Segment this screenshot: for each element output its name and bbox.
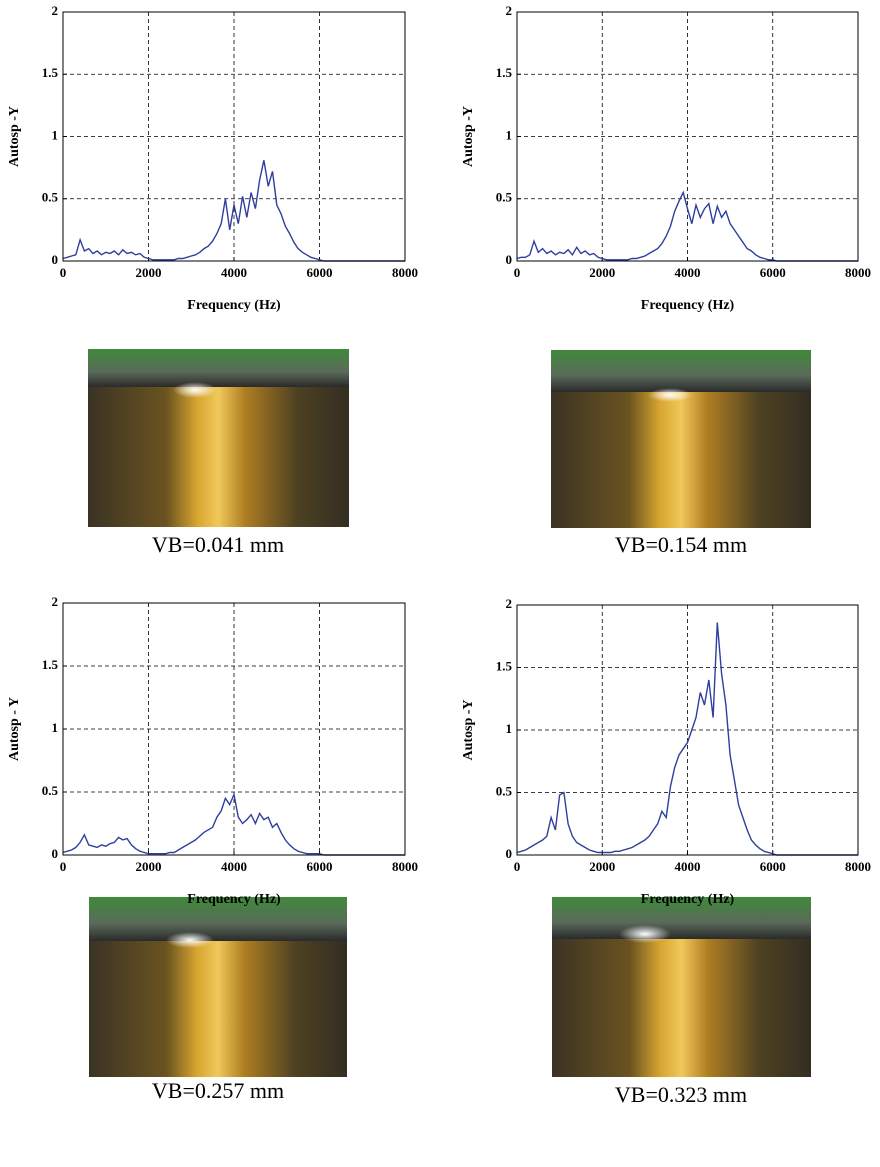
- y-tick-label: 0.5: [496, 190, 513, 205]
- x-tick-label: 0: [60, 265, 67, 280]
- y-axis-label: Autosp -Y: [461, 106, 476, 167]
- y-tick-label: 1.5: [42, 657, 59, 672]
- x-tick-label: 2000: [136, 265, 162, 280]
- y-tick-label: 0: [506, 846, 513, 861]
- y-tick-label: 0.5: [42, 190, 59, 205]
- x-tick-label: 0: [60, 859, 67, 874]
- photo: [88, 349, 349, 527]
- x-tick-label: 8000: [845, 265, 871, 280]
- y-tick-label: 1: [52, 720, 59, 735]
- spectrum-line: [62, 792, 405, 856]
- x-axis-label: Frequency (Hz): [187, 298, 281, 313]
- x-tick-label: 2000: [136, 859, 162, 874]
- photo: [89, 897, 347, 1077]
- x-tick-label: 0: [514, 859, 521, 874]
- y-axis-label: Autosp -Y: [461, 699, 476, 760]
- chart: 0 0.5 1 1.5 2 0 2000 4000 6000 8000 Frequency (Hz)…: [461, 3, 871, 313]
- y-tick-label: 0: [506, 252, 513, 267]
- y-tick-label: 0.5: [42, 783, 59, 798]
- plot-frame: [516, 11, 859, 262]
- x-tick-label: 6000: [307, 265, 333, 280]
- chart: 0 0.5 1 1.5 2 0 2000 4000 6000 8000 Frequency (Hz)…: [7, 594, 418, 907]
- y-tick-label: 0.5: [496, 783, 513, 798]
- chart: 0 0.5 1 1.5 2 0 2000 4000 6000 8000 Frequency (Hz)…: [461, 596, 871, 907]
- x-tick-label: 4000: [675, 265, 701, 280]
- x-axis-label: Frequency (Hz): [641, 298, 735, 313]
- y-axis-label: Autosp - Y: [7, 697, 22, 761]
- x-axis-label: Frequency (Hz): [187, 892, 281, 907]
- y-tick-label: 0: [52, 846, 59, 861]
- y-tick-label: 1: [52, 127, 59, 142]
- plot-frame: [62, 11, 406, 262]
- y-tick-label: 2: [506, 596, 513, 611]
- x-tick-label: 6000: [760, 265, 786, 280]
- y-tick-label: 1: [506, 127, 513, 142]
- photo-caption: VB=0.257 mm: [152, 1078, 284, 1103]
- photo: [551, 350, 811, 528]
- x-tick-label: 6000: [760, 859, 786, 874]
- x-tick-label: 2000: [589, 265, 615, 280]
- y-tick-label: 2: [506, 3, 513, 18]
- plot-frame: [516, 604, 859, 856]
- photo: [552, 897, 811, 1077]
- x-tick-label: 4000: [221, 859, 247, 874]
- y-tick-label: 0: [52, 252, 59, 267]
- plot-frame: [62, 602, 406, 856]
- photo-caption: VB=0.323 mm: [615, 1082, 747, 1107]
- x-tick-label: 4000: [221, 265, 247, 280]
- y-tick-label: 1.5: [496, 658, 513, 673]
- y-tick-label: 1.5: [42, 65, 59, 80]
- x-tick-label: 8000: [392, 265, 418, 280]
- x-tick-label: 4000: [675, 859, 701, 874]
- x-tick-label: 0: [514, 265, 521, 280]
- photo-caption: VB=0.154 mm: [615, 532, 747, 557]
- x-tick-label: 6000: [307, 859, 333, 874]
- photo-caption: VB=0.041 mm: [152, 532, 284, 557]
- y-tick-label: 2: [52, 594, 59, 609]
- y-tick-label: 1: [506, 721, 513, 736]
- x-tick-label: 8000: [845, 859, 871, 874]
- y-axis-label: Autosp -Y: [7, 106, 22, 167]
- chart: 0 0.5 1 1.5 2 0 2000 4000 6000 8000 Frequency (Hz)…: [7, 3, 418, 313]
- y-tick-label: 2: [52, 3, 59, 18]
- x-tick-label: 2000: [589, 859, 615, 874]
- y-tick-label: 1.5: [496, 65, 513, 80]
- x-axis-label: Frequency (Hz): [641, 892, 735, 907]
- x-tick-label: 8000: [392, 859, 418, 874]
